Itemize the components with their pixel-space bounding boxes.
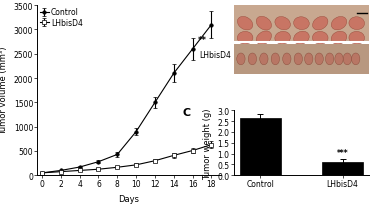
Bar (322, 162, 363, 175)
Ellipse shape (331, 32, 347, 45)
Ellipse shape (283, 54, 291, 65)
Text: LHbisD4: LHbisD4 (199, 51, 231, 60)
Ellipse shape (349, 32, 364, 45)
Ellipse shape (331, 17, 347, 31)
Bar (233, 45, 369, 74)
Y-axis label: Tumor volume (mm³): Tumor volume (mm³) (0, 47, 8, 135)
Ellipse shape (237, 54, 245, 65)
Ellipse shape (237, 32, 253, 45)
Ellipse shape (313, 18, 328, 30)
Ellipse shape (315, 54, 323, 65)
Text: **: ** (197, 35, 206, 44)
Ellipse shape (256, 32, 272, 45)
Legend: Control, LHbisD4: Control, LHbisD4 (39, 8, 84, 28)
Ellipse shape (256, 18, 272, 30)
Ellipse shape (294, 54, 303, 65)
Ellipse shape (271, 54, 279, 65)
Y-axis label: Tumor weight (g): Tumor weight (g) (203, 108, 212, 179)
Ellipse shape (349, 17, 364, 31)
Text: A: A (1, 0, 9, 1)
Ellipse shape (275, 32, 291, 45)
Ellipse shape (313, 32, 328, 45)
Ellipse shape (305, 54, 313, 65)
Ellipse shape (343, 54, 351, 65)
Bar (233, 6, 369, 42)
X-axis label: Days: Days (119, 194, 140, 203)
Ellipse shape (294, 18, 309, 30)
Ellipse shape (260, 54, 268, 65)
Text: C: C (182, 108, 190, 117)
Ellipse shape (351, 54, 360, 65)
Ellipse shape (335, 54, 343, 65)
Ellipse shape (294, 32, 309, 45)
Text: ***: *** (337, 148, 348, 157)
Ellipse shape (237, 18, 253, 31)
Ellipse shape (248, 54, 257, 65)
Ellipse shape (275, 17, 290, 31)
Bar (240, 118, 281, 175)
Text: B: B (227, 0, 235, 1)
Ellipse shape (325, 54, 334, 65)
